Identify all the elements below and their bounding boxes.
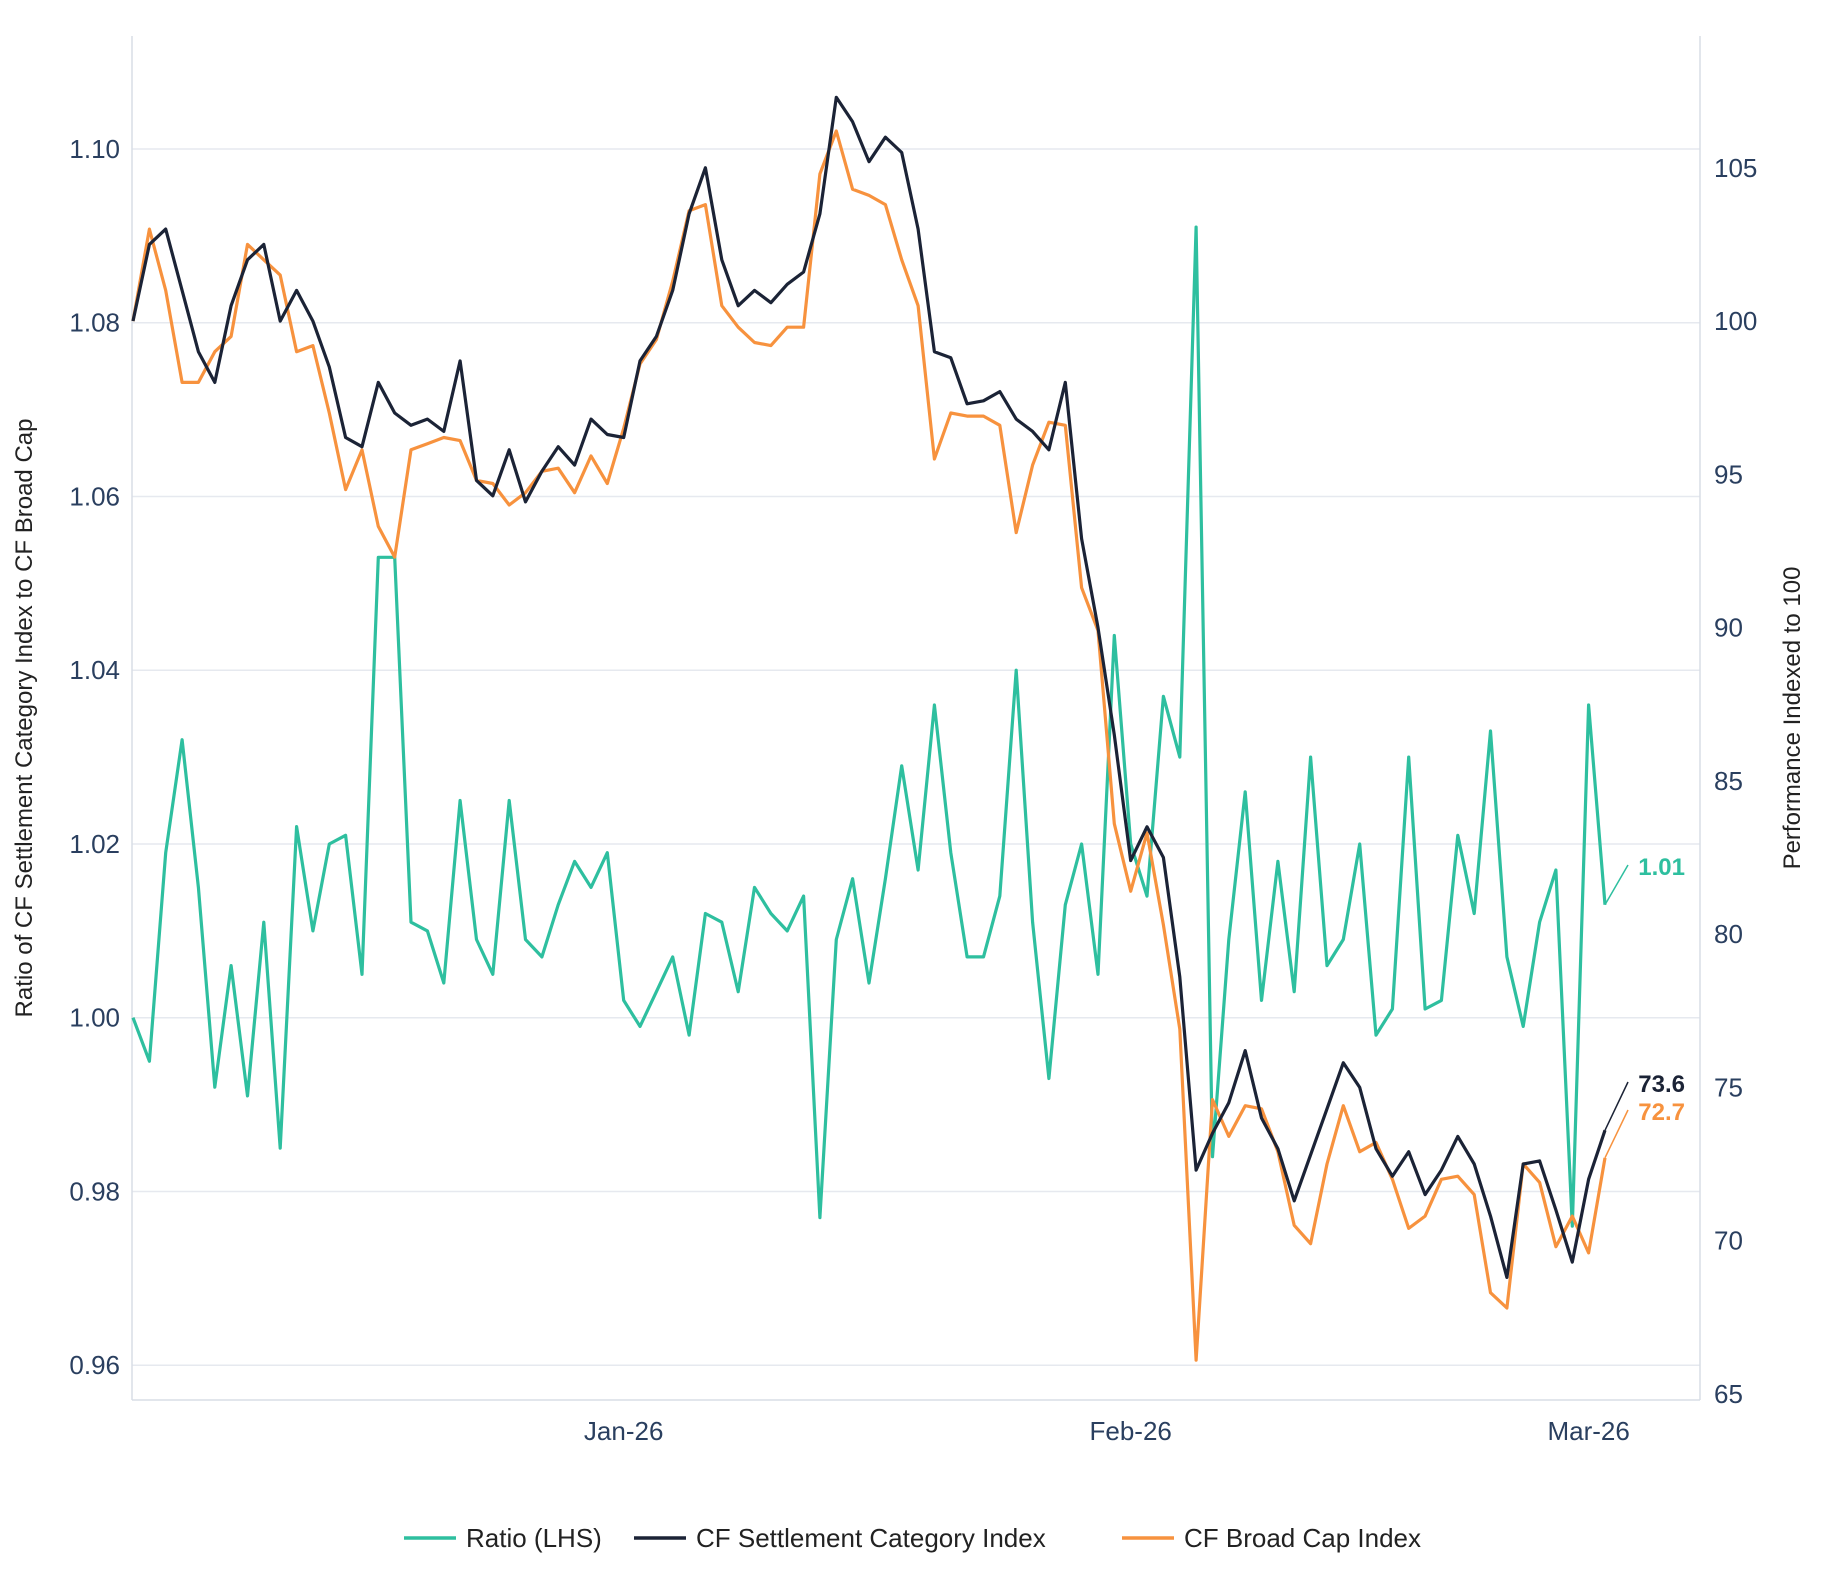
- legend-label: Ratio (LHS): [466, 1523, 602, 1553]
- end-labels: 1.01 73.672.7: [1604, 854, 1685, 1159]
- x-axis-ticks: Jan-26 Feb-26 Mar-26: [584, 1416, 1630, 1446]
- left-tick-label: 0.98: [69, 1176, 120, 1206]
- right-tick-label: 65: [1714, 1379, 1743, 1409]
- left-tick-label: 1.00: [69, 1003, 120, 1033]
- end-label-leader: [1604, 864, 1629, 906]
- series-line-ratio-lhs: [131, 225, 1607, 1228]
- left-axis-ticks: 0.96 0.98 1.00 1.02 1.04 1.06 1.08 1.10: [69, 134, 120, 1380]
- end-label: 73.6: [1638, 1071, 1685, 1098]
- end-label-leader: [1604, 1081, 1629, 1131]
- end-label: 1.01: [1638, 854, 1685, 881]
- right-tick-label: 75: [1714, 1072, 1743, 1102]
- right-tick-label: 95: [1714, 459, 1743, 489]
- left-tick-label: 0.96: [69, 1350, 120, 1380]
- right-tick-label: 100: [1714, 306, 1757, 336]
- series-line-cf-settlement-category-index: [131, 95, 1607, 1280]
- series-group: [131, 95, 1607, 1362]
- legend: Ratio (LHS) CF Settlement Category Index C…: [404, 1523, 1421, 1553]
- end-label-leader: [1604, 1109, 1629, 1159]
- legend-label: CF Broad Cap Index: [1184, 1523, 1421, 1553]
- right-tick-label: 70: [1714, 1226, 1743, 1256]
- legend-label: CF Settlement Category Index: [696, 1523, 1046, 1553]
- left-tick-label: 1.08: [69, 308, 120, 338]
- left-axis-title: Ratio of CF Settlement Category Index to…: [11, 419, 38, 1018]
- x-tick-label: Mar-26: [1547, 1416, 1629, 1446]
- series-line-cf-broad-cap-index: [131, 129, 1607, 1362]
- right-tick-label: 85: [1714, 766, 1743, 796]
- left-tick-label: 1.02: [69, 829, 120, 859]
- left-tick-label: 1.10: [69, 134, 120, 164]
- end-label: 72.7: [1638, 1099, 1685, 1126]
- right-tick-label: 105: [1714, 153, 1757, 183]
- x-tick-label: Jan-26: [584, 1416, 664, 1446]
- right-tick-label: 80: [1714, 919, 1743, 949]
- right-axis-ticks: 65 70 75 80 85 90 95 100 105: [1714, 153, 1757, 1409]
- grid: [132, 148, 1700, 1366]
- left-tick-label: 1.06: [69, 481, 120, 511]
- left-tick-label: 1.04: [69, 655, 120, 685]
- x-tick-label: Feb-26: [1089, 1416, 1171, 1446]
- right-axis-title: Performance Indexed to 100: [1779, 567, 1806, 870]
- right-tick-label: 90: [1714, 613, 1743, 643]
